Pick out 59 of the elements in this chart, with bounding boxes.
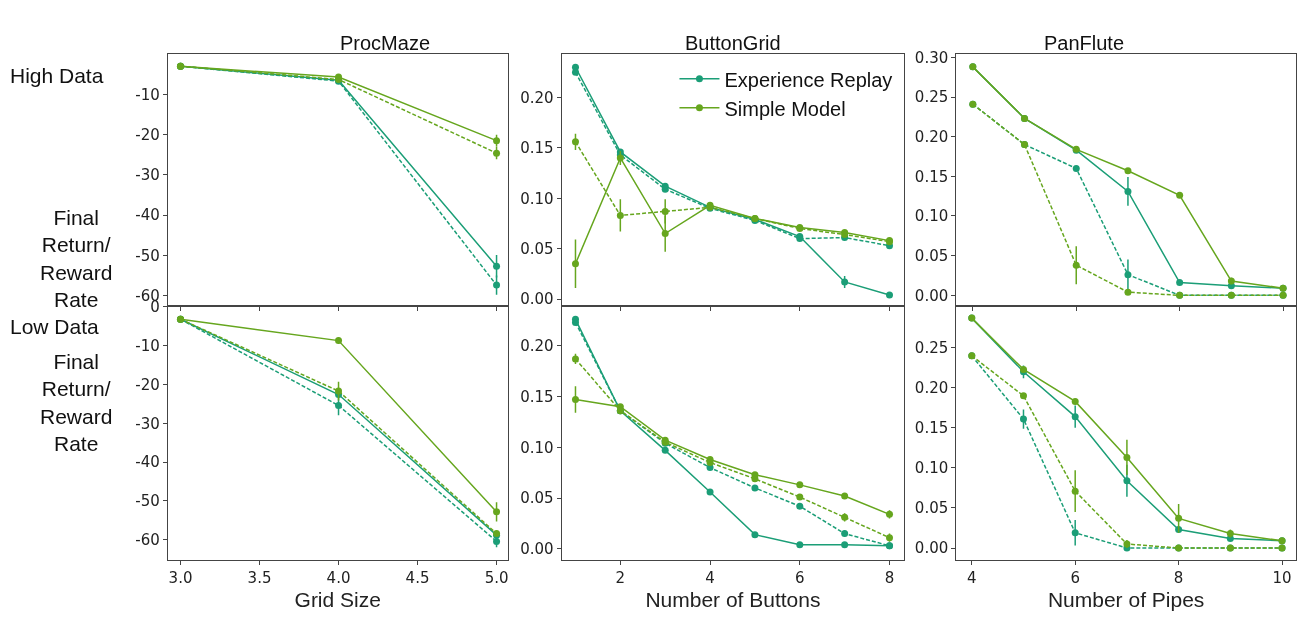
y-tick-label: 0.20	[520, 336, 554, 355]
y-tick-label: 0.25	[914, 339, 949, 357]
y-tick-label: 0.15	[914, 167, 949, 186]
y-tick-label: 0.10	[914, 207, 949, 226]
chart-title: ProcMaze	[340, 32, 431, 54]
y-tick-label: 0.10	[914, 459, 949, 478]
y-tick-label: -10	[135, 336, 160, 355]
x-tick-label: 4	[705, 569, 715, 588]
x-axis-title: Number of Buttons	[645, 588, 821, 612]
x-axis-title: Grid Size	[294, 588, 381, 612]
y-tick-label: 0.15	[914, 419, 949, 438]
x-tick-label: 10	[1272, 569, 1292, 588]
y-tick-label: 0.20	[914, 379, 949, 398]
chart-title: PanFlute	[1044, 32, 1125, 54]
y-tick-label: 0.25	[914, 88, 949, 107]
y-tick-label: 0.05	[520, 239, 554, 258]
x-tick-label: 8	[1173, 569, 1184, 588]
x-tick-label: 4.5	[405, 569, 430, 588]
y-tick-label: -50	[135, 246, 160, 265]
y-tick-label: 0.05	[914, 246, 949, 265]
x-tick-label: 2	[615, 569, 626, 588]
y-tick-label: 0.00	[914, 539, 949, 558]
legend-label: Experience Replay	[724, 68, 893, 91]
y-tick-label: 0.30	[914, 48, 949, 67]
y-tick-label: 0.00	[520, 290, 554, 309]
chart-title: ButtonGrid	[685, 32, 781, 54]
text: Low Data	[10, 315, 100, 338]
x-tick-label: 6	[795, 569, 805, 588]
y-tick-label: 0.05	[914, 499, 949, 518]
x-tick-label: 4	[967, 569, 977, 588]
y-tick-label: 0.15	[520, 387, 554, 406]
legend-label: Simple Model	[724, 97, 846, 120]
y-tick-label: 0.00	[520, 540, 554, 559]
x-tick-label: 3.0	[168, 569, 193, 588]
y-tick-label: -40	[135, 206, 160, 225]
y-tick-label: -50	[135, 492, 160, 511]
y-axis-title: Final Return/ Reward Rate	[40, 206, 113, 311]
x-tick-label: 5.0	[484, 569, 509, 588]
y-tick-label: 0.00	[914, 286, 949, 305]
y-tick-label: -20	[135, 375, 160, 394]
y-tick-label: -30	[135, 414, 160, 433]
y-tick-label: 0.20	[914, 127, 949, 146]
y-tick-label: -10	[135, 85, 160, 104]
y-tick-label: -60	[135, 531, 160, 550]
y-tick-label: -40	[135, 453, 160, 472]
text: High Data	[10, 64, 104, 87]
y-tick-label: 0.05	[520, 489, 554, 508]
y-tick-label: 0.10	[520, 189, 554, 208]
y-tick-label: -20	[135, 125, 160, 144]
x-tick-label: 6	[1070, 569, 1080, 588]
y-tick-label: 0.20	[520, 88, 554, 107]
y-tick-label: 0.10	[520, 438, 554, 457]
y-tick-label: -30	[135, 166, 160, 185]
y-axis-title: Final Return/ Reward Rate	[40, 350, 113, 455]
x-tick-label: 3.5	[247, 569, 272, 588]
y-tick-label: 0.15	[520, 139, 554, 158]
x-axis-title: Number of Pipes	[1047, 588, 1205, 612]
x-tick-label: 8	[884, 569, 895, 588]
x-tick-label: 4.0	[326, 569, 351, 588]
